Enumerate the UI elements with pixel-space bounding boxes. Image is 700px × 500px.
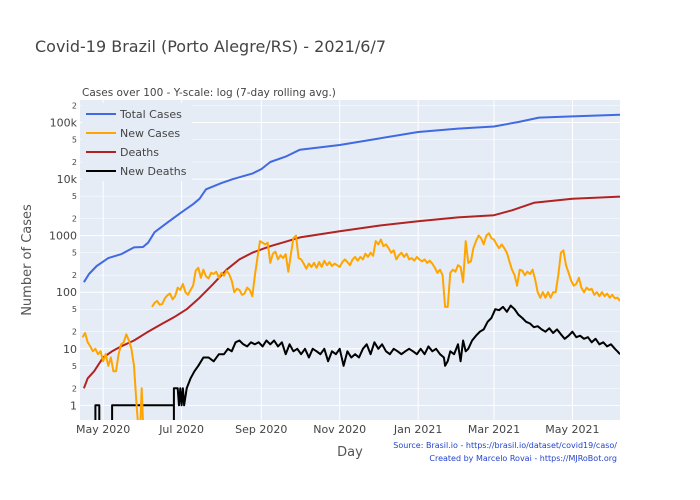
y-minor-tick-label: 2 (72, 328, 77, 337)
y-minor-tick-label: 2 (72, 384, 77, 393)
y-tick-label: 100k (50, 117, 78, 130)
y-minor-tick-label: 5 (72, 136, 77, 145)
new-cases-line (81, 332, 139, 420)
legend-label-new-cases[interactable]: New Cases (120, 127, 180, 140)
x-tick-label: May 2020 (76, 423, 130, 436)
y-minor-tick-label: 5 (72, 362, 77, 371)
x-axis-title: Day (337, 445, 363, 460)
credit-note: Created by Marcelo Rovai - https://MJRoB… (429, 454, 617, 463)
y-tick-label: 1 (70, 399, 77, 412)
y-tick-label: 100 (56, 286, 77, 299)
x-tick-label: Sep 2020 (235, 423, 287, 436)
y-tick-label: 1000 (49, 230, 77, 243)
chart-subtitle: Cases over 100 - Y-scale: log (7-day rol… (82, 87, 336, 99)
legend-label-deaths[interactable]: Deaths (120, 146, 159, 159)
legend-label-new-deaths[interactable]: New Deaths (120, 165, 187, 178)
x-tick-label: Jul 2020 (158, 423, 204, 436)
legend-background (82, 103, 192, 181)
x-axis-ticks: May 2020 Jul 2020 Sep 2020 Nov 2020 Jan 2021… (76, 423, 600, 436)
deaths-line (82, 195, 620, 389)
y-minor-tick-label: 2 (72, 158, 77, 167)
new-cases-line (139, 387, 144, 420)
y-tick-label: 10 (63, 343, 77, 356)
new-deaths-line (94, 404, 101, 420)
y-axis-title: Number of Cases (20, 204, 35, 316)
x-tick-label: Mar 2021 (468, 423, 520, 436)
new-deaths-line (172, 304, 620, 407)
x-tick-label: May 2021 (545, 423, 599, 436)
y-minor-tick-label: 5 (72, 192, 77, 201)
source-note: Source: Brasil.io - https://brasil.io/da… (393, 441, 617, 450)
y-minor-tick-label: 2 (72, 271, 77, 280)
total-cases-line (83, 113, 620, 283)
new-cases-line (151, 232, 620, 308)
y-minor-tick-label: 2 (72, 101, 77, 110)
x-tick-label: Jan 2021 (393, 423, 442, 436)
chart-title: Covid-19 Brazil (Porto Alegre/RS) - 2021… (35, 37, 386, 56)
y-minor-tick-label: 2 (72, 215, 77, 224)
x-tick-label: Nov 2020 (313, 423, 366, 436)
legend-label-total-cases[interactable]: Total Cases (119, 108, 182, 121)
y-minor-tick-label: 5 (72, 305, 77, 314)
y-axis-ticks: 1 2 5 10 2 5 100 2 5 1000 2 5 10k 2 5 100k 2 (49, 101, 78, 412)
legend[interactable]: Total Cases New Cases Deaths New Deaths (82, 103, 192, 181)
y-minor-tick-label: 5 (72, 249, 77, 258)
y-tick-label: 10k (57, 173, 78, 186)
series-lines (81, 113, 620, 420)
